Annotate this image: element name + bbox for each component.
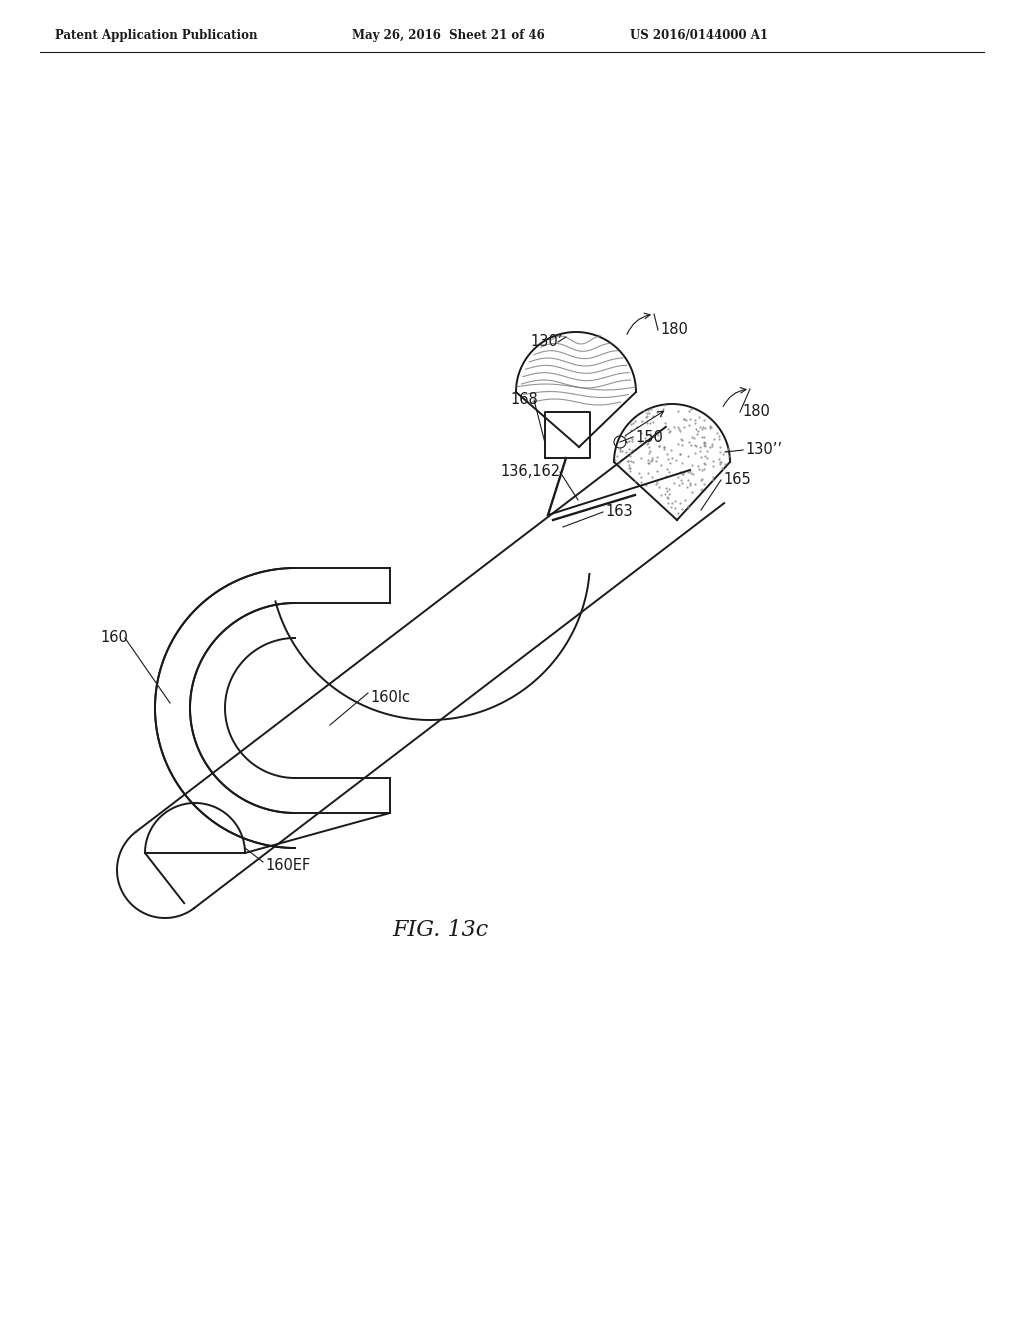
Text: 168: 168 xyxy=(510,392,538,408)
Text: 130’’: 130’’ xyxy=(745,442,782,458)
Text: 165: 165 xyxy=(723,473,751,487)
Text: 160EF: 160EF xyxy=(265,858,310,873)
Text: Patent Application Publication: Patent Application Publication xyxy=(55,29,257,41)
Text: 160: 160 xyxy=(100,631,128,645)
Text: FIG. 13c: FIG. 13c xyxy=(392,919,488,941)
Text: 150: 150 xyxy=(635,429,663,445)
Text: 136,162: 136,162 xyxy=(500,465,560,479)
Text: US 2016/0144000 A1: US 2016/0144000 A1 xyxy=(630,29,768,41)
Text: 160lc: 160lc xyxy=(370,690,410,705)
Text: 130’: 130’ xyxy=(530,334,562,350)
Text: May 26, 2016  Sheet 21 of 46: May 26, 2016 Sheet 21 of 46 xyxy=(352,29,545,41)
Text: 180: 180 xyxy=(742,404,770,420)
Text: 163: 163 xyxy=(605,504,633,520)
Text: 180: 180 xyxy=(660,322,688,338)
